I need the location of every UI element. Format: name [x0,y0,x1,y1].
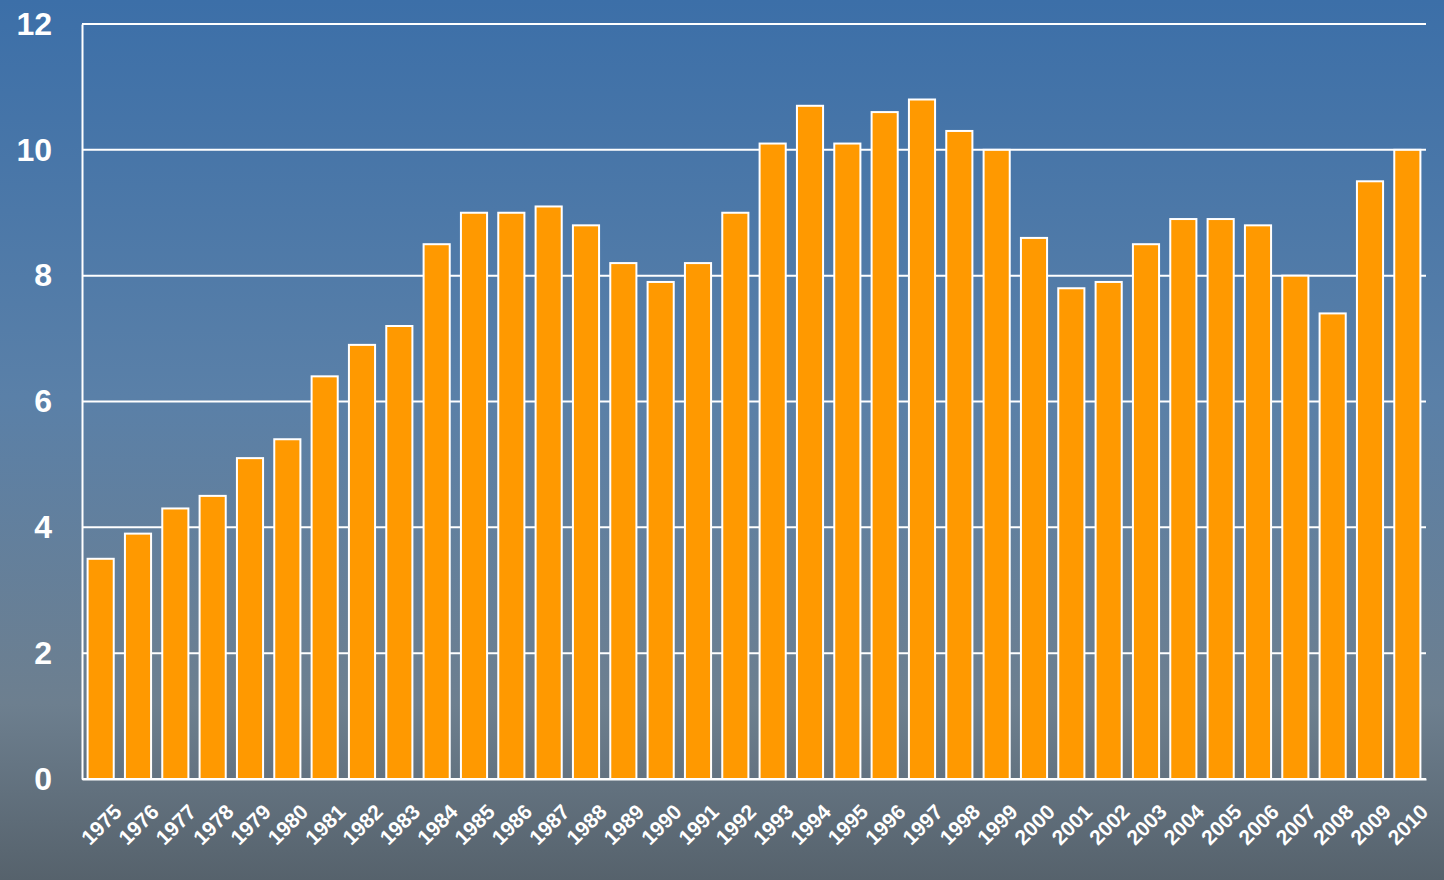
chart: 0246810121975197619771978197919801981198… [0,0,1444,880]
tick-label: 6 [34,383,52,419]
tick-label: 1998 [935,800,985,850]
bar [1357,181,1383,779]
bar [984,150,1010,779]
tick-label: 1995 [823,800,873,850]
tick-label: 1985 [450,800,500,850]
grid [82,24,1426,779]
tick-label: 1983 [375,800,424,849]
bar [162,508,188,779]
tick-label: 1979 [226,800,275,849]
tick-label: 1986 [487,800,536,849]
bar [834,144,860,779]
tick-label: 1993 [748,800,797,849]
bars [88,100,1421,780]
tick-label: 2002 [1084,800,1133,849]
bar [797,106,823,779]
bar [722,213,748,779]
tick-label: 1999 [972,800,1021,849]
bar [573,225,599,779]
tick-label: 1984 [412,800,462,850]
bar [349,345,375,779]
tick-label: 2001 [1047,800,1097,850]
tick-label: 10 [16,132,52,168]
tick-label: 1989 [599,800,648,849]
axis-line [82,25,84,780]
bar [386,326,412,779]
tick-label: 2 [34,635,52,671]
tick-label: 12 [16,6,52,42]
bar [200,496,226,779]
tick-label: 1988 [562,800,612,850]
bar [685,263,711,779]
tick: 2010 [1383,779,1432,849]
bar [1021,238,1047,779]
bar [1058,288,1084,779]
tick: 8 [34,257,82,293]
bar [872,112,898,779]
tick: 0 [34,761,82,797]
bar [88,559,114,779]
tick-label: 1976 [114,800,163,849]
tick-label: 2000 [1010,800,1059,849]
tick-label: 1994 [786,800,836,850]
bar [909,100,935,780]
bar [237,458,263,779]
tick-label: 1991 [674,800,724,850]
tick-label: 2004 [1159,800,1209,850]
tick-label: 1982 [338,800,387,849]
bar [498,213,524,779]
bar [610,263,636,779]
tick-label: 8 [34,257,52,293]
bar [760,144,786,779]
tick-label: 0 [34,761,52,797]
bar [648,282,674,779]
tick: 12 [16,6,82,42]
background [0,0,1444,880]
tick: 6 [34,383,82,419]
bar [1320,313,1346,779]
bar [274,439,300,779]
axis-line [83,779,1427,781]
y-axis: 0 2 4 6 8 10 12 [16,6,82,797]
tick-label: 1987 [524,800,573,849]
plot: 0246810121975197619771978197919801981198… [16,6,1432,849]
bar [1394,150,1420,779]
tick-label: 1978 [188,800,238,850]
bar [1282,276,1308,779]
tick: 10 [16,132,82,168]
bar [1170,219,1196,779]
tick-label: 4 [34,509,52,545]
bar [1208,219,1234,779]
tick-label: 1975 [76,800,126,850]
tick-label: 2003 [1122,800,1171,849]
tick-label: 1997 [898,800,947,849]
bar [312,376,338,779]
tick: 4 [34,509,82,545]
tick-label: 2010 [1383,800,1432,849]
bar [461,213,487,779]
tick-label: 2006 [1234,800,1283,849]
tick: 2 [34,635,82,671]
tick-label: 1990 [636,800,685,849]
bar [946,131,972,779]
tick-label: 1977 [151,800,200,849]
tick-label: 2005 [1196,800,1246,850]
bar [1245,225,1271,779]
tick-label: 1992 [711,800,760,849]
tick-label: 2007 [1271,800,1320,849]
bar [424,244,450,779]
tick-label: 2009 [1346,800,1395,849]
x-axis: 1975197619771978197919801981198219831984… [76,779,1432,849]
grid-line [82,149,1426,151]
tick-label: 1981 [300,800,350,850]
bar [1096,282,1122,779]
tick-label: 1980 [263,800,312,849]
tick-label: 1996 [860,800,909,849]
grid-line [82,23,1426,25]
bar [125,534,151,779]
bar [1133,244,1159,779]
tick-label: 2008 [1308,800,1358,850]
bar [536,206,562,779]
